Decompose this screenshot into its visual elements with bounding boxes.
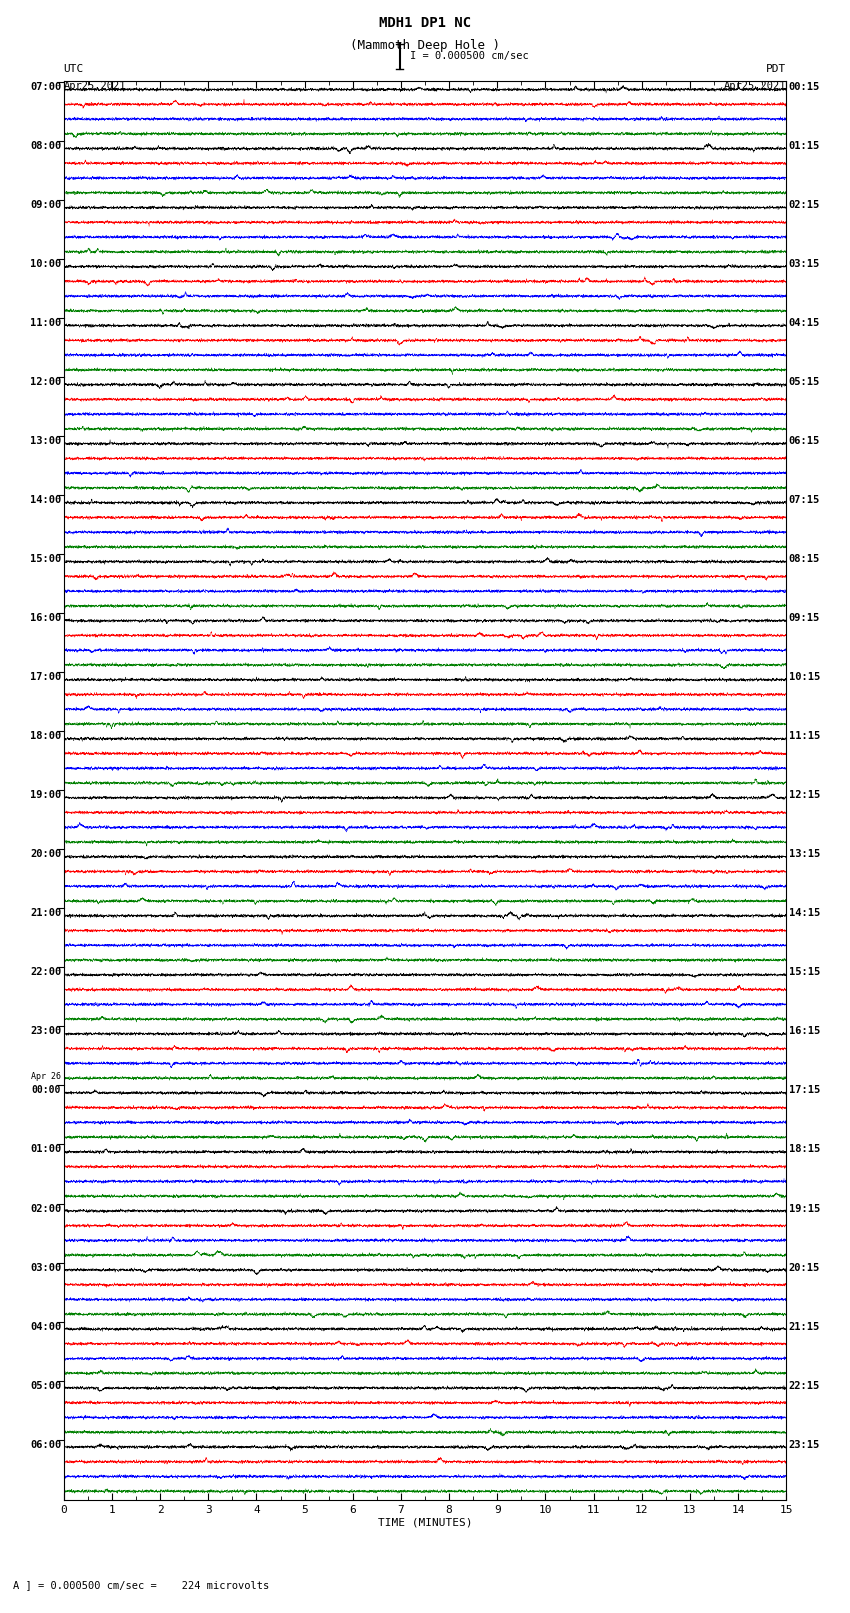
Text: 10:00: 10:00 [30,260,61,269]
Text: 14:15: 14:15 [789,908,820,918]
Text: 08:00: 08:00 [30,142,61,152]
Text: 23:15: 23:15 [789,1439,820,1450]
Text: 22:15: 22:15 [789,1381,820,1390]
Text: 20:15: 20:15 [789,1263,820,1273]
Text: 03:00: 03:00 [30,1263,61,1273]
Text: 12:15: 12:15 [789,790,820,800]
Text: 09:15: 09:15 [789,613,820,623]
Text: (Mammoth Deep Hole ): (Mammoth Deep Hole ) [350,39,500,52]
Text: 11:15: 11:15 [789,731,820,742]
Text: 06:15: 06:15 [789,436,820,447]
Text: 17:00: 17:00 [30,673,61,682]
Text: 19:00: 19:00 [30,790,61,800]
Text: 15:15: 15:15 [789,968,820,977]
Text: 07:15: 07:15 [789,495,820,505]
Text: UTC: UTC [64,65,84,74]
Text: 23:00: 23:00 [30,1026,61,1037]
Text: 11:00: 11:00 [30,318,61,327]
Text: 03:15: 03:15 [789,260,820,269]
Text: 05:00: 05:00 [30,1381,61,1390]
Text: 15:00: 15:00 [30,555,61,565]
Text: 19:15: 19:15 [789,1203,820,1213]
Text: 08:15: 08:15 [789,555,820,565]
Text: 01:00: 01:00 [30,1145,61,1155]
Text: 02:00: 02:00 [30,1203,61,1213]
Text: 21:00: 21:00 [30,908,61,918]
Text: I = 0.000500 cm/sec: I = 0.000500 cm/sec [410,52,529,61]
Text: 13:15: 13:15 [789,850,820,860]
Text: 16:15: 16:15 [789,1026,820,1037]
Text: Apr25,2021: Apr25,2021 [64,81,127,90]
Text: 18:00: 18:00 [30,731,61,742]
Text: 18:15: 18:15 [789,1145,820,1155]
Text: 02:15: 02:15 [789,200,820,210]
Text: 00:15: 00:15 [789,82,820,92]
Text: 20:00: 20:00 [30,850,61,860]
Text: 05:15: 05:15 [789,377,820,387]
Text: 12:00: 12:00 [30,377,61,387]
Text: Apr 26: Apr 26 [31,1071,61,1081]
Text: 21:15: 21:15 [789,1321,820,1332]
Text: 01:15: 01:15 [789,142,820,152]
Text: 22:00: 22:00 [30,968,61,977]
Text: 17:15: 17:15 [789,1086,820,1095]
Text: 10:15: 10:15 [789,673,820,682]
Text: A ] = 0.000500 cm/sec =    224 microvolts: A ] = 0.000500 cm/sec = 224 microvolts [13,1581,269,1590]
Text: 14:00: 14:00 [30,495,61,505]
Text: 09:00: 09:00 [30,200,61,210]
Text: 00:00: 00:00 [31,1086,61,1095]
Text: 06:00: 06:00 [30,1439,61,1450]
Text: 16:00: 16:00 [30,613,61,623]
Text: PDT: PDT [766,65,786,74]
Text: 07:00: 07:00 [30,82,61,92]
Text: 04:15: 04:15 [789,318,820,327]
Text: 13:00: 13:00 [30,436,61,447]
Text: MDH1 DP1 NC: MDH1 DP1 NC [379,16,471,31]
Text: 04:00: 04:00 [30,1321,61,1332]
Text: Apr25,2021: Apr25,2021 [723,81,786,90]
X-axis label: TIME (MINUTES): TIME (MINUTES) [377,1518,473,1528]
